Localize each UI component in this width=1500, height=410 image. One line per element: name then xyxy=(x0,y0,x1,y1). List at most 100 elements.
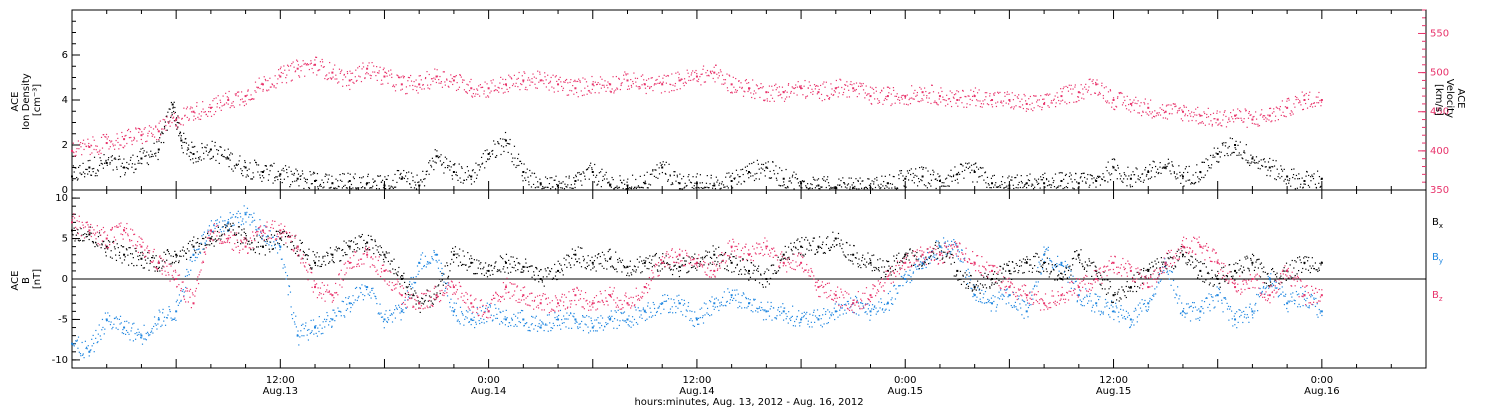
scatter-sample xyxy=(125,134,127,137)
scatter-sample xyxy=(733,256,735,258)
scatter-sample xyxy=(926,258,928,261)
scatter-sample xyxy=(671,90,673,92)
scatter-sample xyxy=(1170,104,1172,106)
scatter-sample xyxy=(417,181,419,184)
scatter-sample xyxy=(904,96,906,98)
scatter-sample xyxy=(1235,148,1237,150)
scatter-sample xyxy=(907,104,909,106)
scatter-sample xyxy=(1261,164,1263,167)
scatter-sample xyxy=(224,149,226,151)
scatter-sample xyxy=(245,103,247,105)
scatter-sample xyxy=(704,255,706,257)
scatter-sample xyxy=(694,182,696,184)
scatter-sample xyxy=(993,174,995,176)
scatter-sample xyxy=(698,265,700,267)
scatter-sample xyxy=(175,124,177,126)
scatter-sample xyxy=(1229,263,1231,266)
scatter-sample xyxy=(169,263,171,265)
scatter-sample xyxy=(190,111,193,113)
scatter-sample xyxy=(928,257,930,259)
scatter-sample xyxy=(337,180,339,182)
scatter-sample xyxy=(1316,170,1319,172)
scatter-sample xyxy=(900,170,903,172)
scatter-sample xyxy=(937,104,939,106)
scatter-sample xyxy=(690,74,692,76)
scatter-sample xyxy=(284,236,287,238)
scatter-sample xyxy=(145,140,147,143)
scatter-sample xyxy=(628,188,630,190)
scatter-sample xyxy=(1223,266,1225,268)
scatter-sample xyxy=(419,75,421,77)
scatter-sample xyxy=(147,132,149,134)
scatter-sample xyxy=(396,181,398,184)
scatter-sample xyxy=(915,258,917,260)
scatter-sample xyxy=(1243,118,1245,120)
scatter-sample xyxy=(1294,188,1296,190)
scatter-sample xyxy=(425,170,428,173)
scatter-sample xyxy=(1078,99,1080,102)
scatter-sample xyxy=(1220,278,1222,280)
scatter-sample xyxy=(1240,154,1242,156)
data-point xyxy=(296,67,299,70)
scatter-sample xyxy=(733,178,736,180)
scatter-sample xyxy=(662,260,665,262)
scatter-sample xyxy=(1169,256,1172,258)
scatter-sample xyxy=(446,79,448,81)
scatter-sample xyxy=(940,101,942,103)
scatter-sample xyxy=(341,249,343,252)
scatter-sample xyxy=(1109,89,1111,91)
scatter-sample xyxy=(487,96,490,98)
scatter-sample xyxy=(282,231,284,233)
scatter-sample xyxy=(192,162,195,164)
scatter-sample xyxy=(590,269,592,271)
scatter-sample xyxy=(314,59,316,61)
scatter-sample xyxy=(1011,179,1013,181)
scatter-sample xyxy=(151,153,153,156)
scatter-sample xyxy=(1286,175,1288,177)
scatter-sample xyxy=(894,186,896,188)
scatter-sample xyxy=(1135,167,1137,169)
scatter-sample xyxy=(524,88,526,91)
scatter-sample xyxy=(1121,286,1123,288)
scatter-sample xyxy=(87,145,90,147)
scatter-sample xyxy=(1237,144,1239,146)
scatter-sample xyxy=(293,245,295,247)
scatter-sample xyxy=(1071,181,1073,183)
scatter-sample xyxy=(194,118,197,120)
scatter-sample xyxy=(916,251,918,254)
scatter-sample xyxy=(1085,88,1087,90)
scatter-sample xyxy=(723,83,725,85)
scatter-sample xyxy=(833,90,835,92)
scatter-sample xyxy=(809,244,811,246)
scatter-sample xyxy=(696,73,698,75)
scatter-sample xyxy=(974,288,976,290)
scatter-sample xyxy=(705,250,707,252)
scatter-sample xyxy=(370,235,372,237)
scatter-sample xyxy=(1302,109,1304,111)
scatter-sample xyxy=(142,152,144,154)
scatter-sample xyxy=(715,176,717,178)
scatter-sample xyxy=(699,263,701,265)
scatter-sample xyxy=(983,179,985,181)
scatter-sample xyxy=(1158,273,1160,276)
tick-label: 0 xyxy=(62,274,68,285)
scatter-sample xyxy=(882,103,884,105)
scatter-sample xyxy=(157,267,160,270)
data-point xyxy=(192,245,195,248)
scatter-sample xyxy=(225,157,227,159)
scatter-sample xyxy=(350,240,352,243)
data-point xyxy=(314,63,317,66)
scatter-sample xyxy=(98,151,100,153)
scatter-sample xyxy=(1204,124,1206,126)
scatter-sample xyxy=(97,236,100,238)
scatter-sample xyxy=(1245,144,1247,146)
scatter-sample xyxy=(185,142,188,144)
scatter-sample xyxy=(775,177,778,179)
scatter-sample xyxy=(730,253,732,255)
scatter-sample xyxy=(619,260,621,262)
scatter-sample xyxy=(1231,152,1233,154)
scatter-sample xyxy=(582,171,584,173)
scatter-sample xyxy=(694,71,696,74)
scatter-sample xyxy=(367,175,369,178)
